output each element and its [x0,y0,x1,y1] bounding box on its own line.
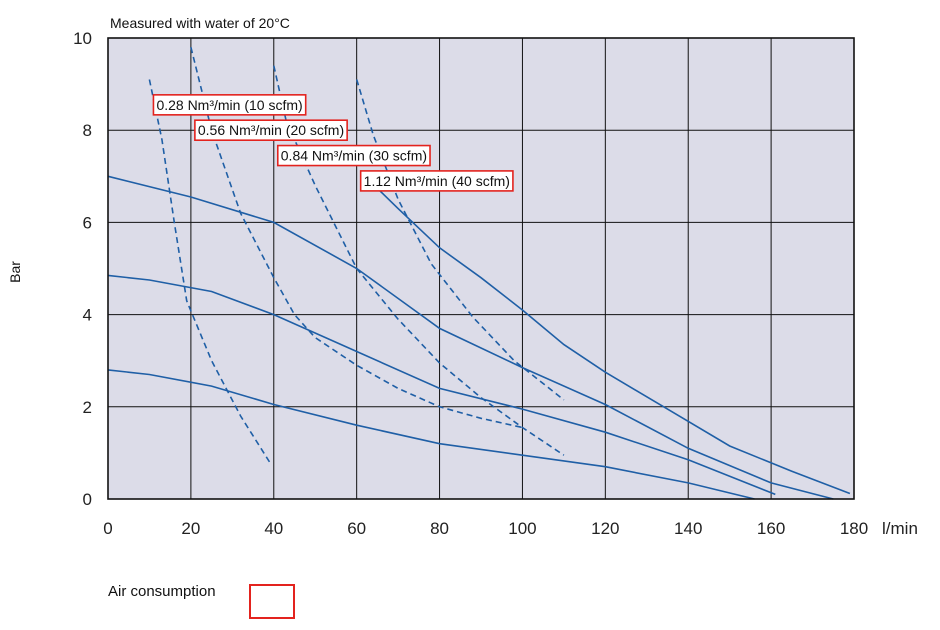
x-axis-label: l/min [882,519,918,538]
air-consumption-label-4: 1.12 Nm³/min (40 scfm) [359,170,514,192]
label-text: 0.84 Nm³/min (30 scfm) [281,148,427,164]
air-consumption-curve-6 [190,47,523,429]
air-consumption-curve-5 [148,79,271,463]
x-tick-label: 120 [591,519,619,538]
x-tick-label: 60 [347,519,366,538]
y-tick-label: 4 [83,306,92,325]
y-tick-label: 0 [83,490,92,509]
label-box [276,144,431,167]
curve-layer [107,47,851,500]
label-text: 1.12 Nm³/min (40 scfm) [364,173,510,189]
tick-labels: 0 20 40 60 80 100 120 140 160 180 0 2 4 6 8 10 [73,29,868,538]
air-consumption-label-2: 0.56 Nm³/min (20 scfm) [194,119,348,141]
label-box [152,94,307,116]
x-tick-label: 140 [674,519,702,538]
air-consumption-label-3: 0.84 Nm³/min (30 scfm) [276,144,431,167]
legend-label: Air consumption [108,583,216,600]
x-tick-label: 20 [181,519,200,538]
label-text: 0.28 Nm³/min (10 scfm) [156,97,302,113]
pump-curve-2 [107,274,776,496]
x-tick-label: 100 [508,519,536,538]
air-consumption-curve-7 [273,65,565,456]
air-consumption-label-1: 0.28 Nm³/min (10 scfm) [152,94,307,116]
label-box [194,119,348,141]
x-tick-label: 40 [264,519,283,538]
x-tick-label: 80 [430,519,449,538]
plot-frame [107,37,855,500]
x-tick-label: 180 [840,519,868,538]
annotation-layer: 0.28 Nm³/min (10 scfm) 0.56 Nm³/min (20 s… [152,94,514,192]
x-tick-label: 0 [103,519,112,538]
pump-curve-1 [107,369,755,500]
legend-swatch [249,584,295,619]
y-tick-label: 10 [73,29,92,48]
chart-title: Measured with water of 20°C [110,15,290,31]
pump-curve-4 [364,175,851,495]
y-tick-label: 2 [83,398,92,417]
x-tick-label: 160 [757,519,785,538]
y-axis-label: Bar [7,261,23,283]
y-tick-label: 8 [83,121,92,140]
pump-curve-3 [107,175,834,500]
label-text: 0.56 Nm³/min (20 scfm) [198,122,344,138]
y-tick-label: 6 [83,213,92,232]
label-box [359,170,514,192]
